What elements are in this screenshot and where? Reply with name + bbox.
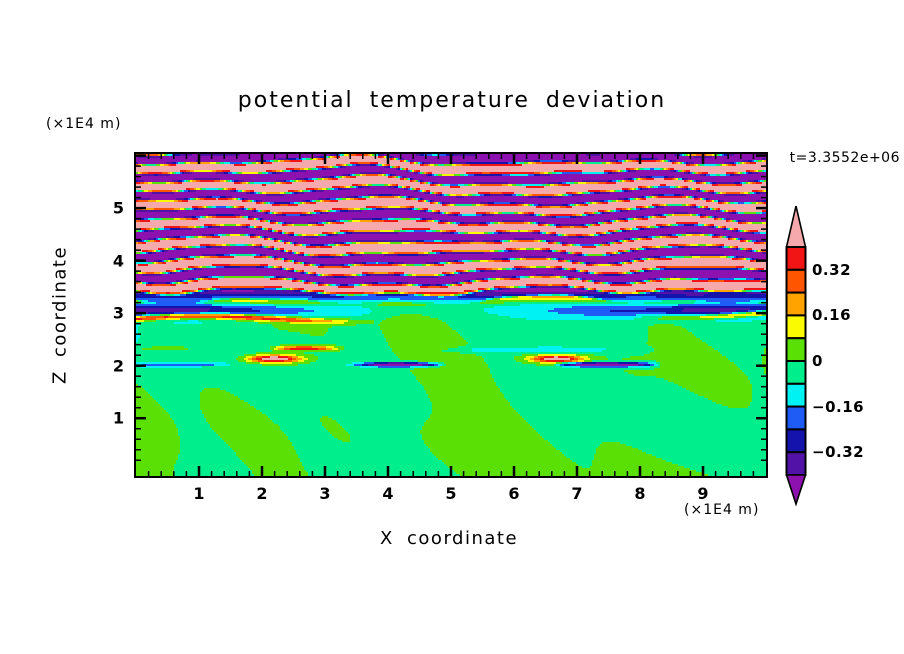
axis-ticks <box>136 154 766 476</box>
x-tick-label: 4 <box>382 484 394 503</box>
x-tick-label: 1 <box>193 484 205 503</box>
colorbar-label: −0.32 <box>812 443 865 462</box>
temperature-deviation-field <box>136 154 766 476</box>
chart-title: potential temperature deviation <box>237 88 667 113</box>
z-tick-label: 2 <box>112 356 124 376</box>
colorbar <box>785 205 807 507</box>
x-tick-label: 2 <box>256 484 268 503</box>
x-axis-title: X coordinate <box>379 528 519 549</box>
y-axis-unit-label: (×1E4 m) <box>46 116 122 132</box>
plot-area <box>134 152 768 478</box>
x-tick-label: 9 <box>697 484 709 503</box>
colorbar-label: 0.16 <box>812 306 852 325</box>
x-tick-label: 7 <box>571 484 583 503</box>
z-tick-label: 3 <box>112 303 124 323</box>
colorbar-label: −0.16 <box>812 397 865 416</box>
x-tick-label: 8 <box>634 484 646 503</box>
x-axis-unit-label: (×1E4 m) <box>684 502 760 518</box>
x-tick-label: 5 <box>445 484 457 503</box>
colorbar-label: 0.32 <box>812 260 852 279</box>
z-tick-label: 1 <box>112 408 124 428</box>
time-label: t=3.3552e+06 <box>789 150 900 166</box>
colorbar-label: 0 <box>812 352 823 370</box>
x-tick-label: 6 <box>508 484 520 503</box>
z-axis-title: Z coordinate <box>49 245 71 385</box>
z-tick-label: 4 <box>112 251 124 271</box>
x-tick-label: 3 <box>319 484 331 503</box>
z-tick-label: 5 <box>112 198 124 218</box>
